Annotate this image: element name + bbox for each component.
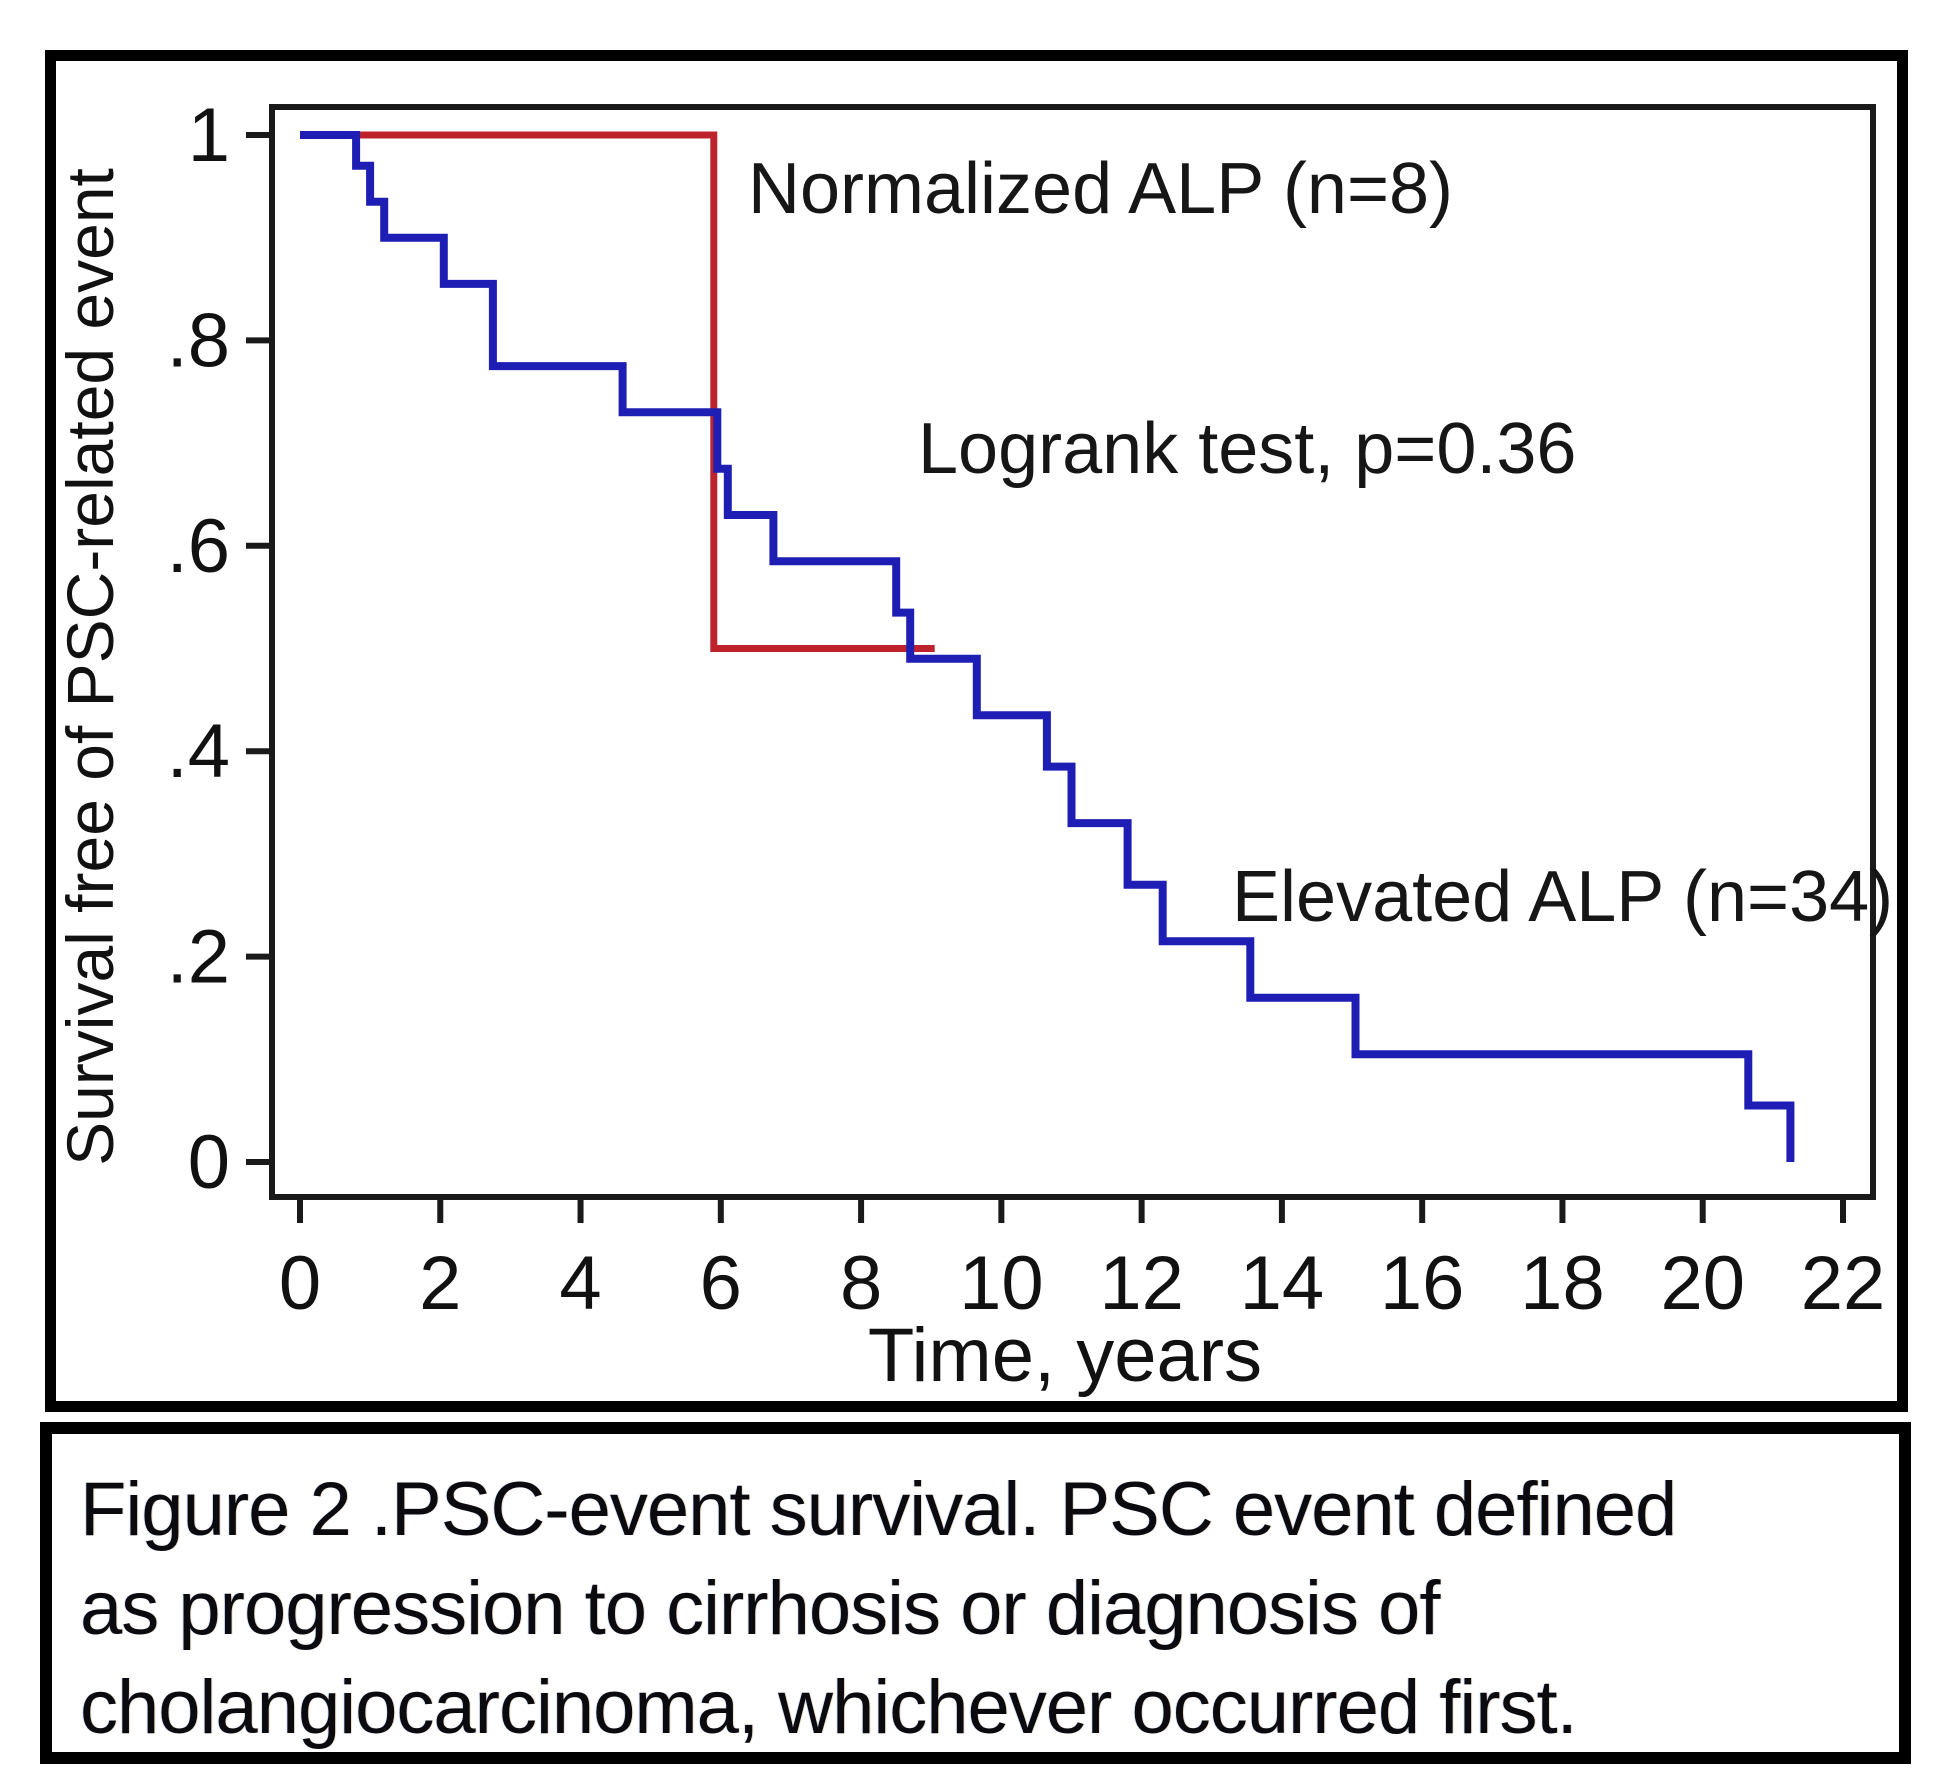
figure-panel (45, 50, 1908, 1412)
elevated-alp-label: Elevated ALP (n=34) (1232, 857, 1894, 937)
x-tick-label: 2 (419, 1241, 461, 1326)
logrank-pvalue-note: Logrank test, p=0.36 (918, 409, 1577, 489)
plot-area-border (269, 104, 1876, 1200)
y-tick-label: .2 (167, 915, 230, 1000)
x-tick-label: 12 (1099, 1241, 1184, 1326)
caption-line-3: cholangiocarcinoma, whichever occurred f… (80, 1665, 1578, 1750)
y-tick-label: 0 (188, 1120, 230, 1205)
x-tick-label: 0 (279, 1241, 321, 1326)
plot-frame (269, 104, 1876, 1200)
normalized-alp-label: Normalized ALP (n=8) (748, 149, 1454, 229)
x-tick-label: 16 (1380, 1241, 1465, 1326)
y-axis-title: Survival free of PSC-related event (53, 168, 127, 1166)
x-tick-label: 10 (959, 1241, 1044, 1326)
x-tick-label: 8 (840, 1241, 882, 1326)
figure-caption: Figure 2 .PSC-event survival. PSC event … (40, 1422, 1911, 1764)
caption-line-1: Figure 2 .PSC-event survival. PSC event … (80, 1467, 1677, 1552)
y-tick-label: 1 (188, 93, 230, 178)
x-axis-title: Time, years (867, 1313, 1263, 1398)
x-tick-label: 18 (1520, 1241, 1605, 1326)
x-tick-label: 14 (1240, 1241, 1325, 1326)
caption-line-2: as progression to cirrhosis or diagnosis… (80, 1566, 1440, 1651)
axis-ticks: 0 2 4 6 8 10 12 14 16 18 20 22 1 .8 .6 .4 .2 0 (167, 93, 1886, 1326)
x-tick-label: 4 (559, 1241, 601, 1326)
km-curve-elevated-alp (300, 131, 1795, 1162)
x-tick-label: 22 (1801, 1241, 1886, 1326)
y-tick-label: .8 (167, 298, 230, 383)
y-tick-label: .6 (167, 504, 230, 589)
x-tick-label: 20 (1660, 1241, 1745, 1326)
survival-curves (300, 131, 1795, 1162)
y-tick-label: .4 (167, 709, 230, 794)
km-curve-normalized-alp (300, 131, 935, 652)
x-tick-label: 6 (700, 1241, 742, 1326)
